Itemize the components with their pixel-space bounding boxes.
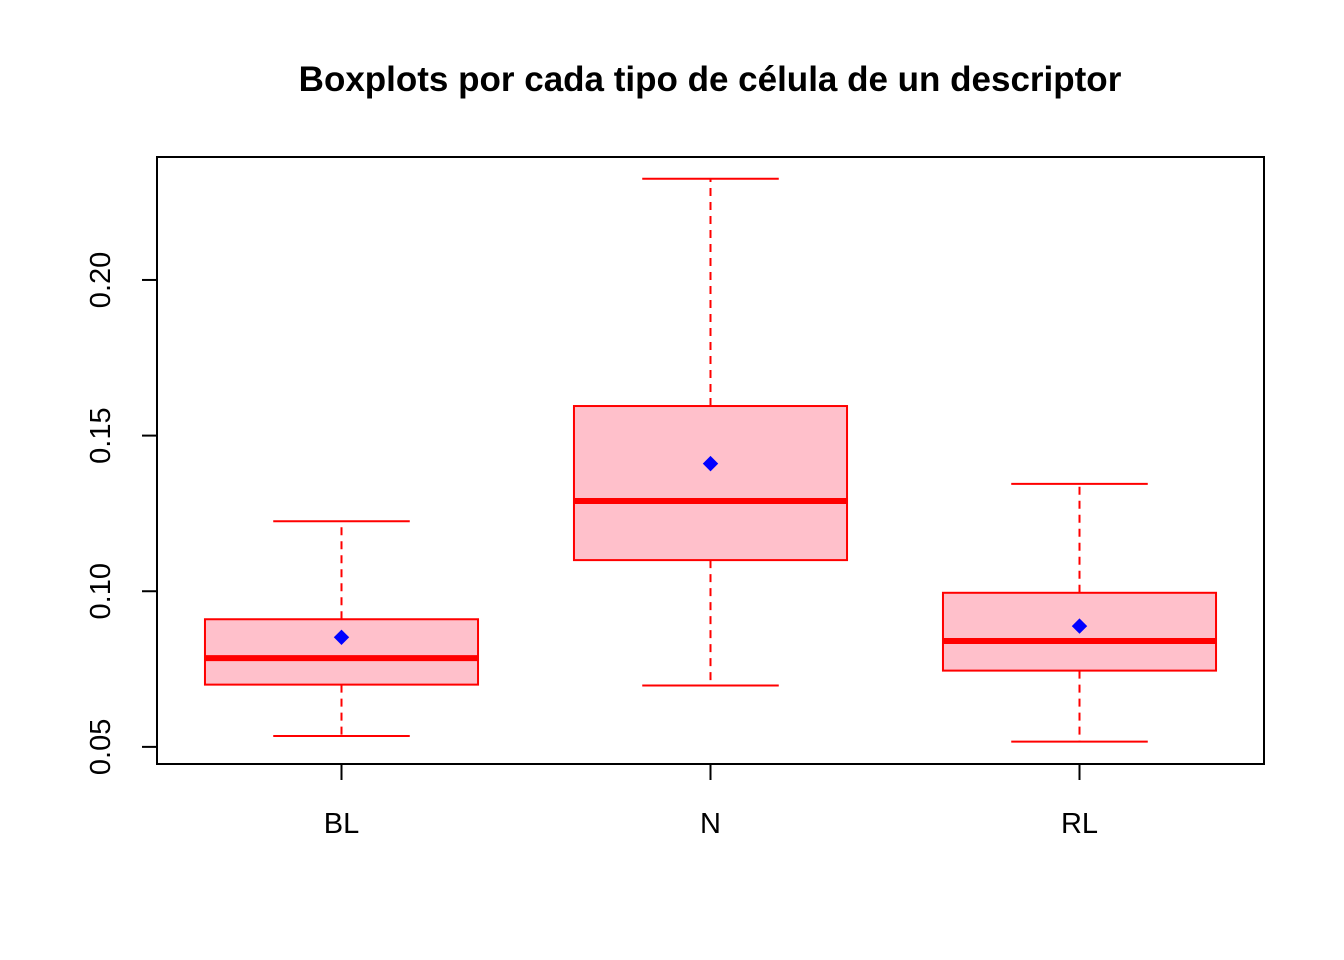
box-n xyxy=(572,177,849,687)
y-tick-label: 0.05 xyxy=(85,719,117,775)
x-tick-label: RL xyxy=(1061,808,1098,840)
box-rl xyxy=(941,482,1218,743)
x-axis: BL N RL xyxy=(324,764,1098,840)
mean-marker xyxy=(702,455,719,472)
box-bl xyxy=(203,520,480,737)
y-tick-label: 0.10 xyxy=(85,563,117,619)
y-axis: 0.05 0.10 0.15 0.20 xyxy=(85,252,158,775)
y-tick-label: 0.20 xyxy=(85,252,117,308)
iqr-box xyxy=(572,405,849,562)
mean-marker xyxy=(1071,618,1088,634)
boxes-group xyxy=(203,177,1218,743)
x-tick-label: N xyxy=(700,808,721,840)
mean-marker xyxy=(333,629,350,646)
chart-title: Boxplots por cada tipo de célula de un d… xyxy=(299,60,1122,99)
y-tick-label: 0.15 xyxy=(85,407,117,463)
x-tick-label: BL xyxy=(324,808,359,840)
iqr-box xyxy=(203,618,480,686)
